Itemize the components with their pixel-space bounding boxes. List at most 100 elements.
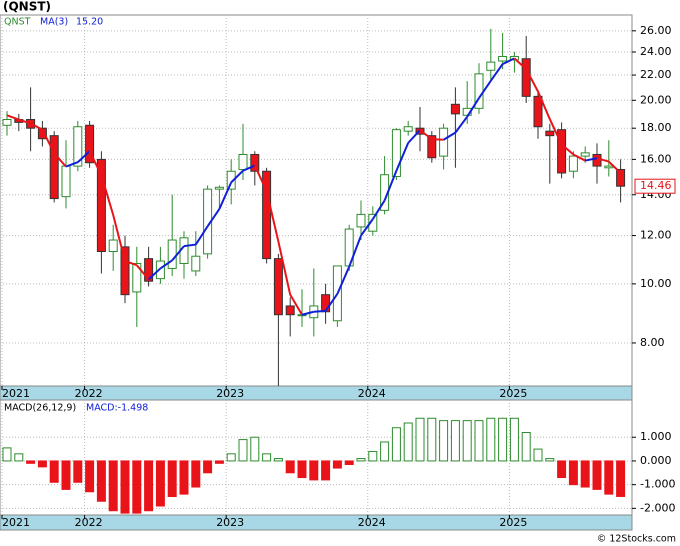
macd-bar [49, 460, 59, 483]
macd-bar [203, 460, 213, 474]
ma-line [6, 114, 20, 121]
ma-line [478, 80, 492, 99]
macd-bar [132, 460, 142, 514]
ma-line [502, 57, 515, 65]
ma-line [537, 91, 551, 120]
macd-bar [297, 460, 307, 479]
y-tick-label: 12.00 [640, 229, 672, 242]
y-tick-label: 24.00 [640, 45, 672, 58]
macd-bar [604, 460, 614, 495]
y-tick-label: 18.00 [640, 121, 672, 134]
macd-bar [14, 453, 24, 462]
candle-body [592, 153, 602, 167]
ma-line [77, 150, 91, 163]
ma-line [136, 264, 150, 281]
macd-bar [2, 447, 12, 462]
candle-body [403, 126, 413, 132]
ma-line [265, 190, 280, 242]
macd-bar [521, 431, 531, 462]
macd-bar [61, 460, 71, 490]
macd-bar [616, 460, 626, 497]
macd-bar [462, 420, 472, 462]
ma-line [301, 310, 315, 316]
macd-title: MACD(26,12,9) [4, 403, 76, 414]
macd-bar [474, 420, 484, 462]
macd-bar [557, 460, 567, 479]
candle-body [85, 124, 95, 164]
ma-line [572, 153, 586, 162]
ma-line [371, 199, 386, 220]
candle-body [49, 135, 59, 200]
macd-bar [580, 460, 590, 488]
last-price-label: 14.46 [640, 179, 672, 192]
ma-line [489, 63, 504, 82]
ma-line [336, 266, 351, 295]
macd-bar [344, 460, 354, 465]
macd-bar [155, 460, 165, 507]
legend-ma-value: 15.20 [76, 17, 103, 28]
candle-body [2, 119, 12, 126]
ma-line [383, 170, 398, 201]
y-tick-label: -2.000 [640, 501, 675, 514]
ma-line [159, 259, 173, 270]
macd-bar [262, 453, 272, 462]
macd-bar [214, 460, 224, 464]
ma-line [41, 129, 56, 154]
ma-line [513, 57, 527, 70]
candle-body [37, 127, 47, 140]
candle-body [96, 158, 106, 252]
macd-bar [450, 420, 460, 462]
candle-body [226, 170, 236, 190]
macd-bar [85, 460, 95, 493]
ma-line [443, 131, 456, 141]
ma-line [124, 260, 138, 267]
ma-line [206, 208, 221, 227]
y-tick-label: 20.00 [640, 93, 672, 106]
macd-bar [356, 458, 366, 462]
ma-line [112, 214, 126, 262]
ma-line [313, 309, 326, 313]
candle-body [250, 153, 260, 172]
candle-body [450, 103, 460, 115]
ma-line [171, 245, 185, 261]
macd-bar [321, 460, 331, 481]
candle-body [616, 169, 626, 187]
macd-bar [144, 460, 154, 512]
macd-bar [545, 458, 555, 462]
x-tick-label: 2023 [216, 516, 244, 529]
y-tick-label: 16.00 [640, 152, 672, 165]
candle-body [238, 153, 248, 171]
candle-body [509, 55, 519, 61]
candle-body [155, 260, 165, 280]
ma-line [395, 142, 410, 172]
x-tick-label: 2021 [2, 387, 30, 400]
candle-body [132, 262, 142, 293]
ma-line [242, 164, 256, 172]
ma-line [466, 97, 480, 118]
ma-line [65, 161, 79, 168]
y-tick-label: -1.000 [640, 478, 675, 491]
candle-body [568, 155, 578, 172]
macd-bar [167, 460, 177, 498]
x-tick-label: 2021 [2, 516, 30, 529]
candle-body [557, 129, 567, 174]
candle-body [144, 258, 154, 282]
ma-line [218, 181, 233, 210]
ma-line [454, 116, 469, 134]
macd-bar [403, 422, 413, 462]
y-tick-label: 1.000 [640, 430, 672, 443]
ma-line [608, 160, 622, 174]
candle-body [273, 258, 283, 316]
price-panel [0, 14, 633, 387]
ma-line [147, 267, 162, 281]
ma-line [560, 143, 575, 156]
macd-bar [26, 460, 36, 464]
macd-bar [37, 460, 47, 468]
ma-line [194, 225, 209, 246]
ma-line [348, 235, 362, 268]
y-tick-label: 26.00 [640, 24, 672, 37]
candle-body [521, 58, 531, 97]
ma-line [548, 118, 563, 145]
x-tick-label: 2025 [499, 387, 527, 400]
